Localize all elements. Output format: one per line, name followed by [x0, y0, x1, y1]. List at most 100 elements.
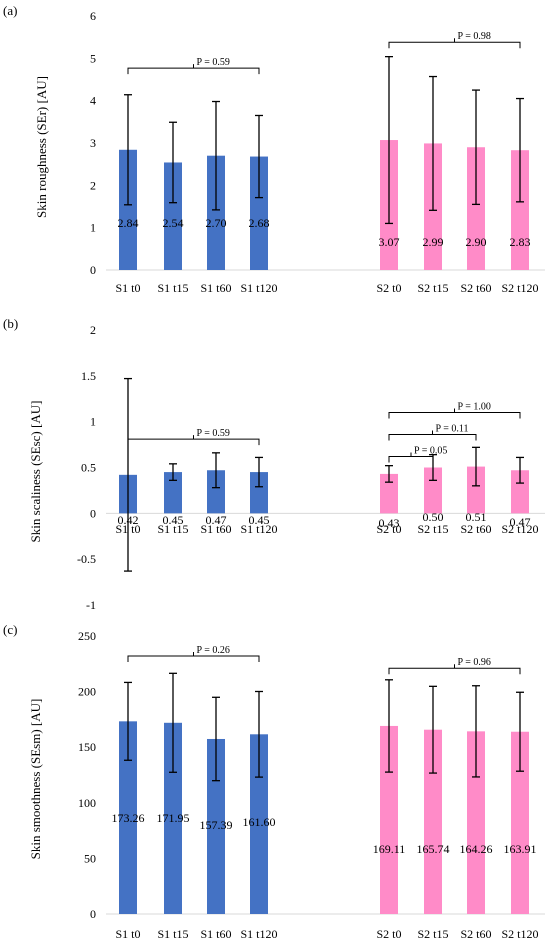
- y-tick-label: 0.5: [81, 461, 96, 475]
- bar-s1-2: [164, 162, 182, 270]
- bar-s1-3: [207, 738, 225, 914]
- y-tick-label: 1: [90, 221, 96, 235]
- y-tick-label: 5: [90, 51, 96, 65]
- bar-s2-4: [511, 150, 529, 270]
- y-tick-label: 6: [90, 9, 96, 23]
- data-value-label: 2.90: [466, 235, 487, 249]
- x-tick-label: S2 t0: [376, 927, 401, 941]
- bar-s1-3: [207, 155, 225, 270]
- x-tick-label: S2 t0: [376, 281, 401, 295]
- bar-s1-4: [250, 472, 268, 514]
- bar-s1-4: [250, 734, 268, 914]
- significance-bracket: [127, 438, 260, 446]
- data-value-label: 0.47: [510, 515, 531, 529]
- bar-s2-3: [467, 147, 485, 270]
- y-tick-label: 2: [90, 178, 96, 192]
- significance-bracket: [388, 41, 521, 49]
- x-tick-label: S1 t120: [240, 522, 277, 536]
- chart-panel-3: (c) Skin smoothness (SEsm) [AU] 0 50 100 150 2…: [3, 622, 545, 941]
- data-value-label: 171.95: [157, 811, 190, 825]
- bar-s1-2: [164, 472, 182, 514]
- p-value-label: P = 0.05: [414, 446, 447, 457]
- data-value-label: 2.70: [206, 216, 227, 230]
- y-tick-label: -1: [86, 598, 96, 612]
- data-value-label: 2.84: [118, 216, 139, 230]
- x-tick-label: S2 t0: [376, 522, 401, 536]
- bar-s2-3: [467, 466, 485, 514]
- data-value-label: 164.26: [460, 842, 493, 856]
- chart-panel-1: (a) Skin roughness (SEr) [AU] 0 1 2 3 4 5 6 2.84 S…: [3, 3, 545, 295]
- bar-s2-1: [380, 725, 398, 914]
- p-value-label: P = 0.11: [436, 424, 469, 435]
- x-tick-label: S1 t0: [115, 927, 140, 941]
- data-value-label: 161.60: [243, 815, 276, 829]
- data-value-label: 0.47: [206, 513, 227, 527]
- data-value-label: 2.83: [510, 235, 531, 249]
- x-tick-label: S1 t15: [157, 927, 188, 941]
- panel-label: (b): [3, 316, 18, 331]
- x-tick-label: S2 t15: [417, 927, 448, 941]
- bar-s2-4: [511, 731, 529, 914]
- y-tick-label: 0: [90, 263, 96, 277]
- y-axis-label: Skin roughness (SEr) [AU]: [34, 76, 49, 218]
- x-tick-label: S2 t120: [501, 522, 538, 536]
- bar-s2-2: [424, 467, 442, 514]
- bar-s1-2: [164, 722, 182, 914]
- data-value-label: 2.99: [423, 235, 444, 249]
- x-tick-label: S1 t60: [200, 522, 231, 536]
- bar-s1-4: [250, 156, 268, 270]
- data-value-label: 0.45: [163, 513, 184, 527]
- bar-s2-1: [380, 473, 398, 514]
- data-value-label: 165.74: [417, 842, 450, 856]
- x-tick-label: S1 t15: [157, 281, 188, 295]
- data-value-label: 0.50: [423, 510, 444, 524]
- p-value-label: P = 0.96: [458, 657, 491, 668]
- y-tick-label: 4: [90, 94, 96, 108]
- x-tick-label: S1 t60: [200, 927, 231, 941]
- y-tick-label: -0.5: [77, 552, 96, 566]
- x-tick-label: S2 t60: [460, 281, 491, 295]
- x-tick-label: S2 t120: [501, 281, 538, 295]
- data-value-label: 0.45: [249, 513, 270, 527]
- x-tick-label: S2 t15: [417, 281, 448, 295]
- y-tick-label: 200: [78, 685, 96, 699]
- data-value-label: 3.07: [379, 235, 400, 249]
- x-tick-label: S1 t0: [115, 281, 140, 295]
- p-value-label: P = 0.59: [197, 428, 230, 439]
- significance-bracket: [388, 412, 521, 419]
- data-value-label: 0.43: [379, 516, 400, 530]
- y-tick-label: 2: [90, 323, 96, 337]
- significance-bracket: [127, 655, 260, 663]
- bar-s1-3: [207, 470, 225, 514]
- p-value-label: P = 1.00: [458, 402, 491, 413]
- significance-bracket: [388, 456, 434, 463]
- p-value-label: P = 0.98: [458, 31, 491, 42]
- panel-label: (c): [3, 622, 17, 637]
- data-value-label: 2.68: [249, 216, 270, 230]
- data-value-label: 0.51: [466, 510, 487, 524]
- y-tick-label: 1: [90, 415, 96, 429]
- x-tick-label: S1 t15: [157, 522, 188, 536]
- data-value-label: 0.42: [118, 513, 139, 527]
- bar-s2-3: [467, 731, 485, 914]
- x-tick-label: S1 t60: [200, 281, 231, 295]
- chart-panel-2: (b)Skin scaliness (SEsc) [AU]-1-0.500.51…: [3, 316, 545, 612]
- data-value-label: 157.39: [200, 818, 233, 832]
- y-tick-label: 1.5: [81, 369, 96, 383]
- y-tick-label: 0: [90, 506, 96, 520]
- bar-s1-1: [119, 149, 137, 270]
- panel-label: (a): [3, 3, 17, 18]
- x-tick-label: S1 t120: [240, 281, 277, 295]
- y-tick-label: 0: [90, 907, 96, 921]
- bar-s1-1: [119, 721, 137, 914]
- p-value-label: P = 0.26: [197, 645, 230, 656]
- y-tick-label: 50: [84, 851, 96, 865]
- x-tick-label: S1 t0: [115, 522, 140, 536]
- significance-bracket: [127, 67, 260, 75]
- y-tick-label: 150: [78, 740, 96, 754]
- y-tick-label: 250: [78, 629, 96, 643]
- significance-bracket: [388, 667, 521, 675]
- data-value-label: 2.54: [163, 216, 184, 230]
- significance-bracket: [388, 434, 477, 441]
